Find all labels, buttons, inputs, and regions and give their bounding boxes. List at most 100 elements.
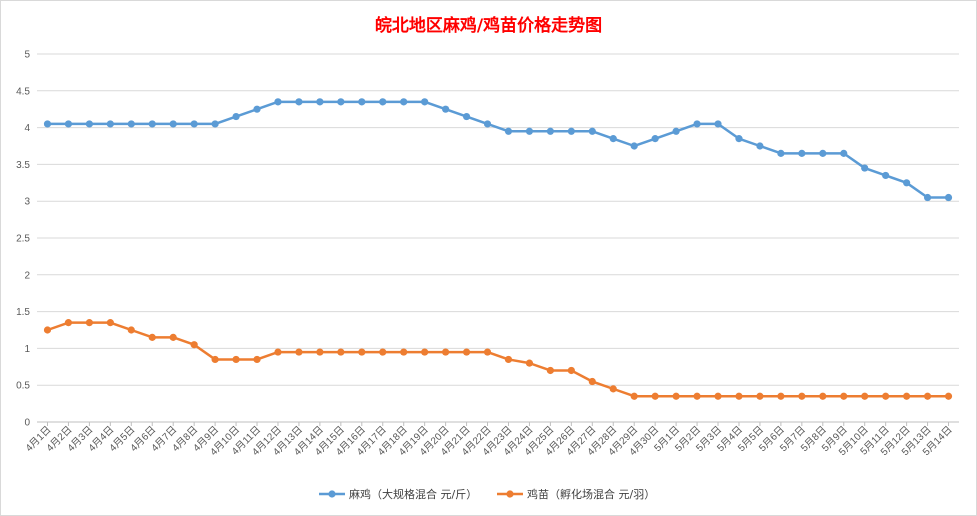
legend-marker	[506, 490, 514, 498]
data-point	[525, 127, 534, 135]
data-point	[777, 392, 785, 400]
data-point	[944, 193, 953, 202]
data-point	[295, 348, 303, 356]
data-point	[232, 355, 240, 364]
data-point	[923, 193, 932, 202]
y-tick-label: 0	[24, 418, 30, 429]
data-point	[106, 120, 114, 128]
data-point	[190, 341, 198, 349]
data-point	[546, 127, 554, 135]
data-point	[672, 392, 680, 400]
data-point	[169, 333, 177, 341]
data-point	[588, 377, 596, 386]
data-point	[923, 392, 932, 400]
data-point	[609, 385, 617, 393]
data-point	[630, 142, 638, 150]
data-point	[756, 392, 764, 400]
data-point	[504, 127, 513, 135]
data-point	[630, 392, 638, 400]
data-point	[819, 392, 827, 400]
data-point	[882, 171, 890, 180]
data-point	[840, 149, 848, 157]
data-point	[85, 120, 93, 128]
data-point	[651, 392, 659, 400]
data-point	[274, 98, 282, 106]
data-point	[609, 135, 617, 143]
data-point	[379, 98, 387, 106]
data-point	[504, 355, 513, 364]
data-point	[127, 120, 135, 128]
legend-label: 麻鸡（大规格混合 元/斤）	[349, 487, 477, 501]
data-point	[316, 348, 324, 356]
y-tick-label: 3	[24, 197, 30, 208]
data-point	[442, 348, 450, 356]
data-point	[903, 179, 911, 187]
data-point	[546, 366, 554, 375]
data-point	[43, 120, 52, 128]
data-point	[483, 120, 492, 128]
data-point	[232, 112, 240, 121]
data-point	[358, 98, 366, 106]
data-point	[127, 326, 135, 334]
data-point	[483, 348, 492, 356]
data-point	[798, 149, 806, 157]
data-point	[651, 135, 659, 143]
data-point	[861, 392, 869, 400]
data-point	[64, 319, 73, 327]
legend-item: 麻鸡（大规格混合 元/斤）	[319, 487, 477, 501]
series-2	[43, 319, 953, 400]
data-point	[567, 127, 575, 135]
data-point	[588, 127, 596, 135]
data-point	[253, 355, 261, 364]
data-point	[735, 392, 743, 400]
data-point	[64, 120, 73, 128]
y-tick-label: 2.5	[16, 234, 30, 245]
data-point	[462, 348, 471, 356]
data-point	[714, 392, 722, 400]
y-tick-label: 1.5	[16, 307, 30, 318]
data-point	[421, 98, 429, 106]
data-point	[253, 105, 261, 113]
data-point	[148, 120, 156, 128]
data-point	[316, 98, 324, 106]
data-point	[274, 348, 282, 356]
data-point	[169, 120, 177, 128]
data-point	[148, 333, 156, 341]
legend-label: 鸡苗（孵化场混合 元/羽）	[527, 487, 655, 501]
data-point	[190, 120, 198, 128]
data-point	[693, 392, 701, 400]
data-point	[944, 392, 953, 400]
series-line	[47, 100, 949, 199]
series-1	[43, 98, 953, 202]
y-tick-label: 2	[24, 270, 30, 281]
data-point	[735, 135, 743, 143]
legend-item: 鸡苗（孵化场混合 元/羽）	[497, 487, 655, 501]
data-point	[861, 164, 869, 172]
data-point	[693, 120, 701, 128]
data-point	[211, 120, 219, 128]
chart-title: 皖北地区麻鸡/鸡苗价格走势图	[374, 16, 603, 36]
data-point	[756, 142, 764, 150]
data-point	[819, 149, 827, 157]
data-point	[211, 355, 219, 364]
data-point	[85, 319, 93, 327]
data-point	[882, 392, 890, 400]
y-tick-label: 4	[24, 123, 30, 134]
data-point	[525, 359, 534, 367]
y-tick-label: 5	[24, 50, 30, 61]
data-point	[400, 348, 408, 356]
data-point	[106, 319, 114, 327]
data-point	[567, 366, 575, 375]
data-point	[777, 149, 785, 157]
data-point	[337, 348, 345, 356]
y-tick-label: 1	[24, 344, 30, 355]
data-point	[798, 392, 806, 400]
data-point	[379, 348, 387, 356]
data-point	[337, 98, 345, 106]
data-point	[672, 127, 680, 135]
data-point	[295, 98, 303, 106]
data-point	[462, 112, 471, 121]
data-point	[400, 98, 408, 106]
